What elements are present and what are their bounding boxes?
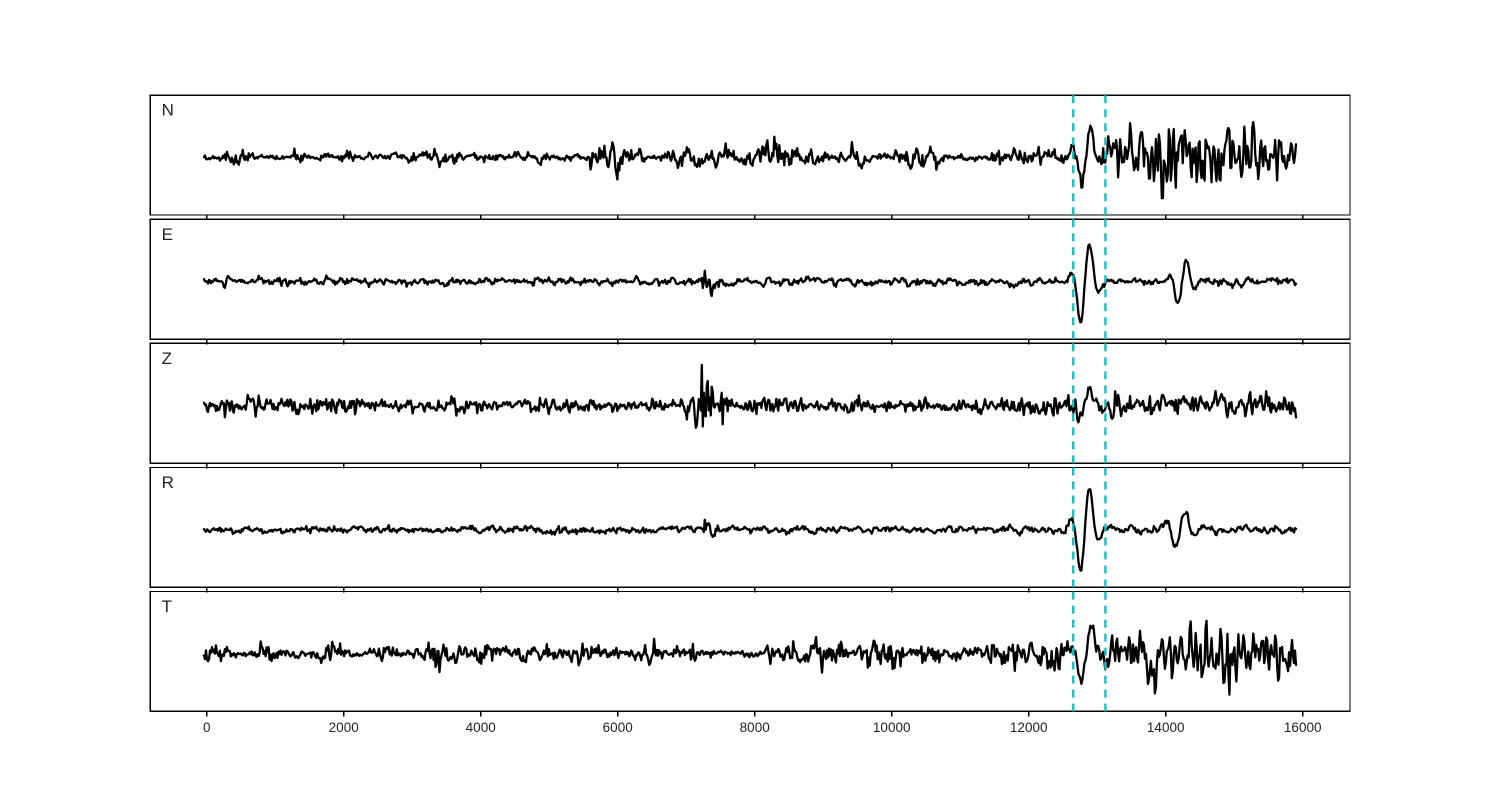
svg-text:2000: 2000 <box>329 720 359 735</box>
svg-text:Z: Z <box>162 349 172 368</box>
svg-text:10000: 10000 <box>873 720 911 735</box>
svg-text:0: 0 <box>203 720 211 735</box>
svg-text:8000: 8000 <box>740 720 770 735</box>
svg-text:T: T <box>162 597 172 616</box>
svg-text:N: N <box>162 101 174 120</box>
svg-text:16000: 16000 <box>1284 720 1322 735</box>
svg-text:R: R <box>162 473 174 492</box>
svg-text:E: E <box>162 225 173 244</box>
svg-text:14000: 14000 <box>1147 720 1185 735</box>
svg-text:12000: 12000 <box>1010 720 1048 735</box>
svg-text:4000: 4000 <box>466 720 496 735</box>
svg-text:6000: 6000 <box>603 720 633 735</box>
